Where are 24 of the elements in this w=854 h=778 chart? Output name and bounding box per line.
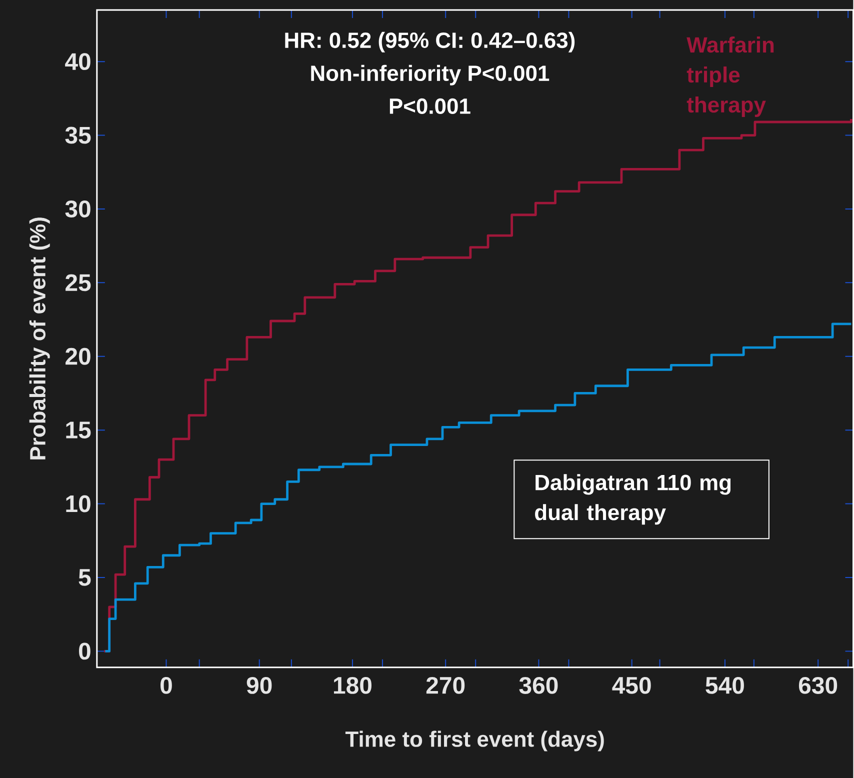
series-label: Warfarin triple therapy (686, 36, 774, 117)
y-tick-label: 25 (66, 274, 91, 292)
x-tick-label: 630 (798, 676, 838, 694)
x-tick-label: 450 (612, 676, 651, 694)
x-tick-label: 270 (426, 676, 465, 694)
y-tick-label: 30 (65, 200, 90, 218)
y-axis-title: Probability of event (%) (29, 218, 50, 460)
y-tick-label: 15 (66, 422, 91, 438)
y-tick-label: 0 (79, 642, 90, 660)
x-tick-label: 180 (334, 676, 372, 694)
x-tick-label: 90 (246, 676, 272, 694)
annotation: P<0.001 (390, 98, 470, 114)
y-tick-label: 40 (65, 52, 90, 70)
x-tick-label: 360 (519, 676, 558, 694)
x-axis-title: Time to first event (days) (345, 730, 604, 752)
annotation: HR: 0.52 (95% CI: 0.42–0.63) (285, 32, 575, 52)
x-tick-label: 540 (706, 676, 744, 694)
y-tick-label: 10 (66, 495, 90, 512)
y-tick-label: 5 (78, 568, 91, 586)
x-tick-label: 0 (160, 676, 172, 694)
y-tick-label: 20 (66, 348, 90, 365)
y-tick-label: 35 (65, 126, 91, 144)
annotation: Non-inferiority P<0.001 (311, 64, 550, 86)
text: Dabigatran 110 mg dual therapy (535, 474, 731, 524)
